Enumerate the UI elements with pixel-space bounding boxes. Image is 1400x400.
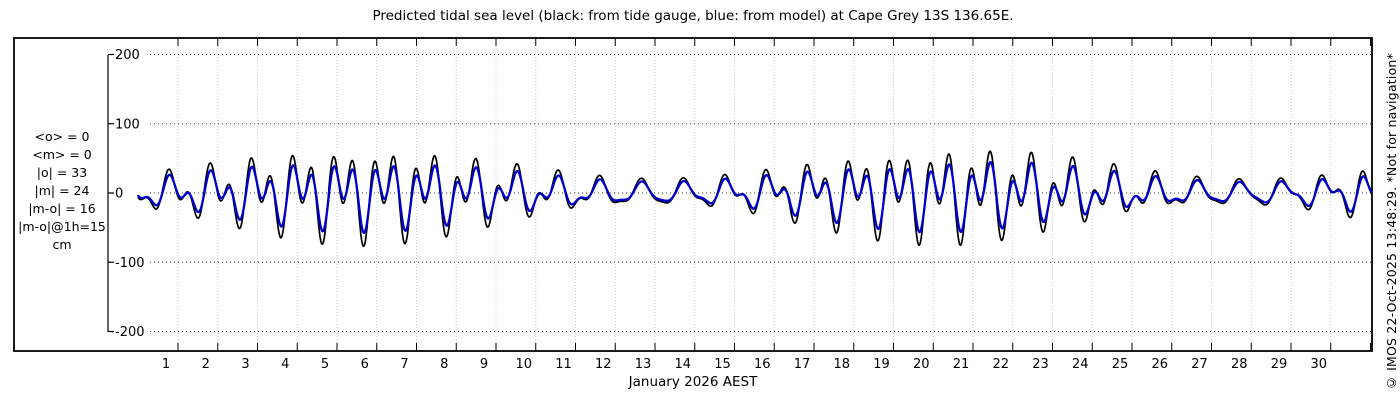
x-tick-label: 6 [361, 357, 369, 372]
model-series-line [137, 160, 1373, 234]
x-tick-label: 16 [754, 357, 771, 372]
x-tick-label: 11 [555, 357, 572, 372]
x-tick-label: 23 [1032, 357, 1049, 372]
chart-title: Predicted tidal sea level (black: from t… [372, 8, 1014, 24]
stat-abs-model: |m| = 24 [34, 183, 90, 198]
x-tick-label: 22 [992, 357, 1009, 372]
y-tick-label: 0 [115, 187, 123, 202]
x-tick-label: 18 [833, 357, 850, 372]
stats-panel: <o> = 0 <m> = 0 |o| = 33 |m| = 24 |m-o| … [14, 128, 110, 254]
stat-abs-difference: |m-o| = 16 [28, 201, 96, 216]
x-tick-label: 2 [202, 357, 210, 372]
x-tick-label: 15 [714, 357, 731, 372]
plot-frame [13, 37, 1373, 352]
stat-abs-observed: |o| = 33 [36, 165, 88, 180]
x-tick-label: 24 [1072, 357, 1089, 372]
stat-mean-observed: <o> = 0 [34, 129, 90, 144]
x-tick-label: 21 [953, 357, 970, 372]
x-tick-label: 10 [515, 357, 532, 372]
x-axis-label: January 2026 AEST [628, 374, 758, 390]
x-tick-label: 19 [873, 357, 890, 372]
observed-series-line [137, 150, 1373, 248]
x-tick-label: 27 [1191, 357, 1208, 372]
x-tick-label: 14 [674, 357, 691, 372]
x-tick-label: 5 [321, 357, 329, 372]
x-tick-label: 7 [400, 357, 408, 372]
x-tick-label: 9 [480, 357, 488, 372]
x-tick-label: 30 [1310, 357, 1327, 372]
y-tick-label: -100 [115, 256, 145, 271]
x-tick-label: 1 [162, 357, 170, 372]
x-tick-label: 26 [1151, 357, 1168, 372]
x-tick-label: 12 [595, 357, 612, 372]
x-tick-label: 28 [1231, 357, 1248, 372]
y-tick-label: 200 [115, 48, 140, 63]
x-tick-label: 8 [440, 357, 448, 372]
x-tick-label: 3 [241, 357, 249, 372]
y-tick-label: 100 [115, 117, 140, 132]
y-tick-label: -200 [115, 325, 145, 340]
stat-abs-diff-lagged: |m-o|@1h=15 [18, 219, 106, 234]
watermark-credit: © IMOS 22-Oct-2025 13:48:29. *Not for na… [1384, 52, 1399, 390]
stat-mean-model: <m> = 0 [32, 147, 92, 162]
x-tick-label: 17 [794, 357, 811, 372]
x-tick-label: 13 [635, 357, 652, 372]
x-tick-label: 20 [913, 357, 930, 372]
x-tick-label: 4 [281, 357, 289, 372]
x-tick-label: 25 [1112, 357, 1129, 372]
stat-units: cm [52, 237, 72, 252]
x-tick-label: 29 [1271, 357, 1288, 372]
